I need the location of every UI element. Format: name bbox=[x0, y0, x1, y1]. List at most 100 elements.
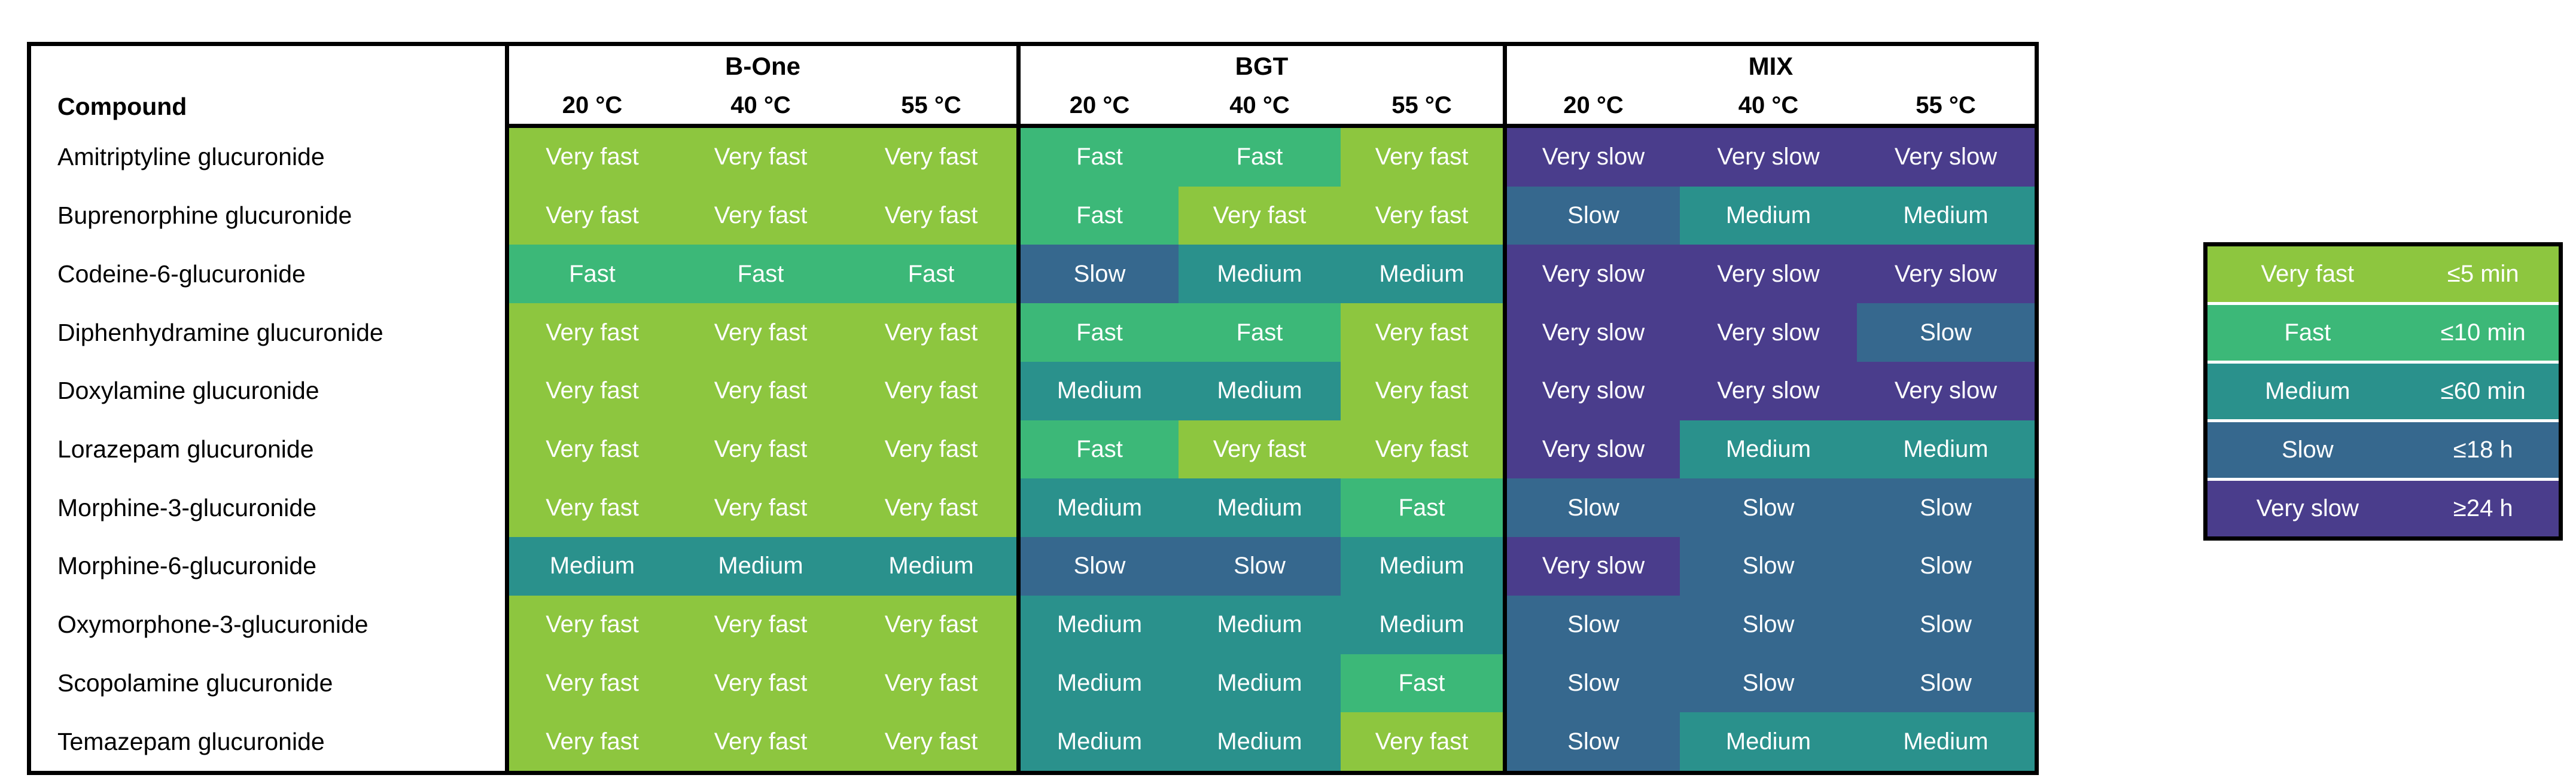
speed-cell: Very slow bbox=[1503, 245, 1680, 304]
speed-cell: Fast bbox=[1179, 303, 1341, 362]
speed-cell: Very slow bbox=[1680, 128, 1857, 187]
speed-cell: Medium bbox=[1016, 712, 1179, 771]
speed-cell: Medium bbox=[1179, 654, 1341, 713]
speed-cell: Very fast bbox=[1341, 712, 1503, 771]
temp-header-bgt-40: 40 °C bbox=[1179, 87, 1341, 128]
legend-value: ≥24 h bbox=[2453, 495, 2513, 521]
temp-header-mix-40: 40 °C bbox=[1680, 87, 1857, 128]
speed-cell: Very slow bbox=[1857, 245, 2035, 304]
speed-cell: Slow bbox=[1503, 478, 1680, 538]
speed-legend: Very fast ≤5 min Fast ≤10 min Medium ≤60 min S… bbox=[2203, 242, 2563, 541]
speed-cell: Slow bbox=[1857, 654, 2035, 713]
speed-cell: Very fast bbox=[505, 654, 675, 713]
speed-cell: Very fast bbox=[846, 128, 1016, 187]
speed-cell: Very fast bbox=[846, 186, 1016, 245]
speed-cell: Very fast bbox=[675, 420, 846, 479]
speed-cell: Fast bbox=[1341, 478, 1503, 538]
speed-cell: Very fast bbox=[505, 712, 675, 771]
legend-label: Very fast bbox=[2261, 261, 2355, 287]
speed-cell: Medium bbox=[1179, 361, 1341, 420]
temp-header-mix-55: 55 °C bbox=[1857, 87, 2035, 128]
legend-value: ≤10 min bbox=[2440, 319, 2526, 346]
speed-cell: Medium bbox=[505, 537, 675, 596]
temp-header-b-one-55: 55 °C bbox=[846, 87, 1016, 128]
legend-value: ≤60 min bbox=[2440, 378, 2526, 404]
compound-name: Oxymorphone-3-glucuronide bbox=[31, 595, 505, 654]
legend-row-slow: Slow ≤18 h bbox=[2207, 422, 2559, 478]
compound-name: Amitriptyline glucuronide bbox=[31, 128, 505, 187]
speed-cell: Very fast bbox=[675, 595, 846, 654]
speed-cell: Slow bbox=[1680, 478, 1857, 538]
temp-header-b-one-20: 20 °C bbox=[505, 87, 675, 128]
speed-cell: Very fast bbox=[1341, 361, 1503, 420]
legend-row-very-fast: Very fast ≤5 min bbox=[2207, 246, 2559, 302]
speed-cell: Fast bbox=[1016, 186, 1179, 245]
speed-cell: Very slow bbox=[1503, 303, 1680, 362]
compound-name: Buprenorphine glucuronide bbox=[31, 186, 505, 245]
speed-cell: Slow bbox=[1016, 245, 1179, 304]
speed-cell: Very slow bbox=[1680, 361, 1857, 420]
speed-cell: Very slow bbox=[1503, 361, 1680, 420]
legend-label: Very slow bbox=[2256, 495, 2359, 521]
speed-cell: Very fast bbox=[1179, 420, 1341, 479]
speed-cell: Very fast bbox=[846, 303, 1016, 362]
speed-cell: Medium bbox=[1179, 478, 1341, 538]
speed-cell: Very slow bbox=[1503, 537, 1680, 596]
compound-name: Doxylamine glucuronide bbox=[31, 361, 505, 420]
speed-cell: Very fast bbox=[505, 595, 675, 654]
speed-cell: Very fast bbox=[675, 712, 846, 771]
speed-cell: Very fast bbox=[675, 361, 846, 420]
speed-cell: Medium bbox=[1857, 420, 2035, 479]
legend-row-fast: Fast ≤10 min bbox=[2207, 305, 2559, 361]
speed-cell: Very fast bbox=[846, 420, 1016, 479]
speed-cell: Fast bbox=[675, 245, 846, 304]
speed-cell: Slow bbox=[1503, 712, 1680, 771]
speed-cell: Medium bbox=[1341, 537, 1503, 596]
compound-name: Lorazepam glucuronide bbox=[31, 420, 505, 479]
speed-table-grid: Compound B-One 20 °C 40 °C 55 °C BGT 20 °C 40 °… bbox=[31, 46, 2035, 771]
temp-header-bgt-20: 20 °C bbox=[1016, 87, 1179, 128]
group-header-bgt: BGT bbox=[1016, 46, 1503, 87]
compound-name: Morphine-6-glucuronide bbox=[31, 537, 505, 596]
speed-cell: Medium bbox=[1857, 186, 2035, 245]
speed-cell: Medium bbox=[1016, 478, 1179, 538]
speed-cell: Very fast bbox=[505, 361, 675, 420]
legend-row-medium: Medium ≤60 min bbox=[2207, 364, 2559, 419]
speed-cell: Fast bbox=[1016, 420, 1179, 479]
speed-cell: Very fast bbox=[675, 654, 846, 713]
compound-name: Codeine-6-glucuronide bbox=[31, 245, 505, 304]
speed-cell: Very fast bbox=[1341, 128, 1503, 187]
temp-header-mix-20: 20 °C bbox=[1503, 87, 1680, 128]
speed-cell: Medium bbox=[1179, 595, 1341, 654]
speed-cell: Slow bbox=[1680, 537, 1857, 596]
speed-cell: Very slow bbox=[1680, 245, 1857, 304]
speed-cell: Medium bbox=[1857, 712, 2035, 771]
speed-cell: Medium bbox=[1680, 712, 1857, 771]
speed-cell: Very fast bbox=[505, 478, 675, 538]
speed-cell: Very fast bbox=[505, 186, 675, 245]
group-header-mix: MIX bbox=[1503, 46, 2035, 87]
speed-cell: Fast bbox=[1016, 128, 1179, 187]
speed-cell: Slow bbox=[1857, 595, 2035, 654]
speed-cell: Slow bbox=[1857, 478, 2035, 538]
legend-label: Medium bbox=[2265, 378, 2350, 404]
speed-cell: Fast bbox=[1016, 303, 1179, 362]
speed-cell: Very fast bbox=[846, 654, 1016, 713]
speed-cell: Medium bbox=[1341, 245, 1503, 304]
speed-cell: Medium bbox=[1016, 595, 1179, 654]
speed-cell: Medium bbox=[675, 537, 846, 596]
legend-row-very-slow: Very slow ≥24 h bbox=[2207, 481, 2559, 536]
compound-name: Diphenhydramine glucuronide bbox=[31, 303, 505, 362]
speed-cell: Very fast bbox=[675, 303, 846, 362]
speed-cell: Very slow bbox=[1503, 420, 1680, 479]
speed-cell: Slow bbox=[1680, 654, 1857, 713]
temp-header-b-one-40: 40 °C bbox=[675, 87, 846, 128]
speed-cell: Slow bbox=[1503, 595, 1680, 654]
speed-cell: Medium bbox=[1680, 186, 1857, 245]
speed-cell: Medium bbox=[1016, 654, 1179, 713]
speed-cell: Very fast bbox=[505, 303, 675, 362]
speed-cell: Medium bbox=[1179, 712, 1341, 771]
speed-cell: Very fast bbox=[846, 712, 1016, 771]
speed-cell: Very fast bbox=[675, 128, 846, 187]
